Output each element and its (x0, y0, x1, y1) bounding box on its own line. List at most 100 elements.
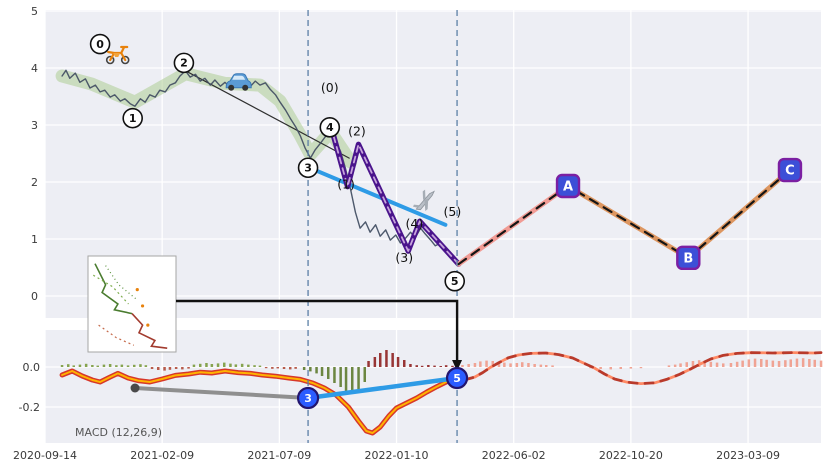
hist-darkred-pos (396, 357, 400, 367)
hist-red-1 (174, 367, 178, 369)
hist-salmon-2 (691, 361, 695, 367)
wave-circle-0 (89, 33, 111, 55)
hist-salmon-1 (497, 361, 501, 367)
wave-text-(2): (2) (348, 123, 366, 138)
hist-early-green (84, 363, 88, 367)
hist-green-deep (333, 367, 336, 383)
gray-line-origin-dot (130, 383, 140, 393)
hist-salmon-neg (619, 367, 622, 369)
wave-circle-1 (122, 107, 143, 129)
hist-green-deep (363, 367, 366, 382)
hist-salmon-2 (760, 359, 763, 367)
hist-small-mid (409, 364, 412, 367)
wave-circle-label-3: 3 (304, 162, 312, 175)
macd-indicator-label: MACD (12,26,9) (75, 426, 162, 439)
abc-label-B: B (683, 251, 693, 266)
hist-red-1 (181, 367, 184, 370)
hist-green-deep (357, 367, 360, 389)
hist-early-green (78, 364, 82, 367)
hist-small-mid (420, 365, 424, 367)
hist-early-green (96, 365, 99, 367)
hist-early-green (133, 364, 136, 367)
macd-marker-5 (445, 366, 469, 390)
hist-salmon-2 (741, 360, 744, 367)
hist-salmon-1 (509, 363, 512, 367)
hist-salmon-1 (461, 365, 464, 367)
hist-salmon-1 (467, 364, 470, 367)
wave-circle-label-5: 5 (451, 275, 459, 288)
hist-red-2 (264, 367, 268, 369)
blue-connector-line (305, 375, 460, 401)
wave-text-(1): (1) (337, 176, 355, 191)
inset-dot (135, 288, 139, 292)
hist-salmon-2 (813, 359, 816, 367)
x-tick-label: 2020-09-14 (13, 449, 77, 462)
hist-salmon-2 (777, 361, 781, 367)
inset-dot (140, 304, 145, 308)
hist-salmon-2 (795, 358, 799, 367)
hist-salmon-2 (703, 361, 706, 367)
hist-red-2 (276, 367, 279, 369)
hist-green-deep (320, 367, 324, 376)
wave-circle-label-0: 0 (96, 38, 104, 51)
macd-line (61, 370, 459, 434)
macd-ytick--0.2: -0.2 (19, 401, 40, 414)
hist-salmon-1 (491, 361, 494, 367)
x-tick-label: 2022-01-10 (365, 449, 429, 462)
price-ytick-4: 4 (31, 62, 38, 75)
corrective-dashed-overlay (457, 168, 792, 266)
hist-red-2 (289, 367, 292, 370)
x-tick-label: 2021-02-09 (130, 449, 194, 462)
wave3-blue-line (306, 165, 448, 227)
hist-red-1 (157, 367, 160, 370)
hist-small-mid (415, 365, 418, 367)
hist-salmon-1 (533, 364, 536, 367)
hist-early-green (102, 364, 106, 367)
hist-salmon-neg (629, 367, 633, 369)
hist-green-2 (192, 364, 196, 367)
hist-salmon-2 (679, 363, 682, 367)
car-icon (225, 73, 252, 91)
macd-marker-3 (296, 386, 320, 410)
hist-small-mid (433, 365, 436, 367)
hist-small-mid (451, 365, 454, 367)
hist-darkred-pos (373, 357, 377, 367)
price-ytick-1: 1 (31, 233, 38, 246)
inset-curve (94, 263, 133, 315)
hist-salmon-1 (479, 361, 482, 367)
x-tick-label: 2021-07-09 (247, 449, 311, 462)
hist-green-2 (216, 363, 220, 367)
inset-connector-arrow (176, 299, 459, 361)
hist-green-2 (240, 363, 244, 367)
inset-connector-arrowhead (452, 360, 463, 371)
wave-text-(4): (4) (406, 216, 424, 231)
abc-marker-A (555, 173, 581, 199)
wave-text-(5): (5) (444, 204, 462, 219)
macd-marker-label-3: 3 (304, 392, 312, 405)
hist-red-1 (168, 367, 172, 370)
hist-salmon-2 (667, 365, 671, 367)
macd-ytick-0: 0.0 (23, 361, 41, 374)
hist-early-green (67, 364, 70, 367)
abc-label-A: A (563, 179, 573, 194)
subwave-purple-zigzag (332, 135, 460, 266)
x-tick-label: 2022-06-02 (482, 449, 546, 462)
hist-darkred-pos (367, 361, 370, 367)
hist-darkred-pos (391, 353, 394, 367)
hist-salmon-1 (551, 365, 554, 367)
hist-salmon-2 (808, 359, 811, 367)
wave-circle-4 (319, 116, 341, 138)
hist-small-mid (439, 366, 442, 367)
abc-label-C: C (785, 164, 795, 179)
hist-salmon-neg (609, 367, 612, 370)
wave-circle-label-2: 2 (180, 57, 188, 70)
hist-green-deep (344, 367, 348, 392)
hist-salmon-1 (515, 363, 519, 367)
fractal-inset-image (87, 255, 177, 353)
hist-red-2 (271, 367, 274, 369)
hist-early-green (72, 365, 75, 367)
hist-early-green (139, 364, 142, 367)
hist-red-1 (187, 367, 190, 369)
hist-salmon-2 (747, 359, 751, 367)
